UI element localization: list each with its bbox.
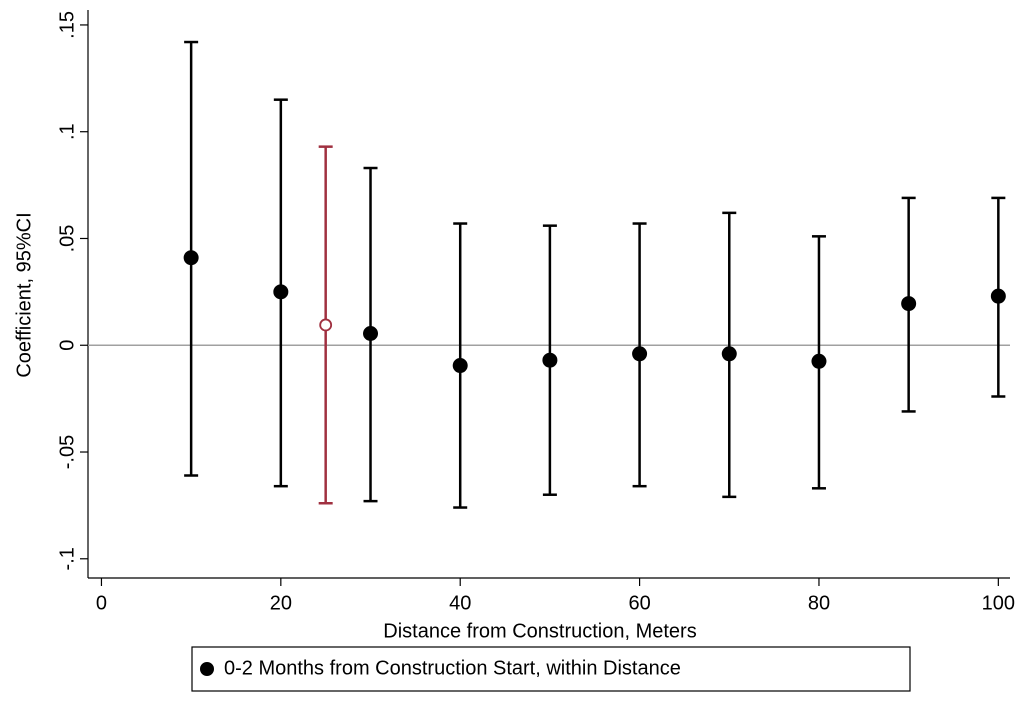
x-tick-label: 80: [808, 592, 830, 614]
y-axis-title: Coefficient, 95%CI: [13, 212, 35, 377]
point: [273, 284, 289, 300]
y-tick-label: -.1: [56, 547, 78, 570]
y-tick-label: .05: [56, 225, 78, 253]
x-tick-label: 40: [449, 592, 471, 614]
point: [632, 346, 648, 362]
x-tick-label: 100: [982, 592, 1015, 614]
point: [452, 358, 468, 374]
x-tick-label: 20: [270, 592, 292, 614]
point: [363, 326, 379, 342]
y-tick-label: 0: [56, 340, 78, 351]
point: [542, 352, 558, 368]
x-tick-label: 0: [96, 592, 107, 614]
y-tick-label: -.05: [56, 435, 78, 469]
point: [721, 346, 737, 362]
point: [990, 288, 1006, 304]
point: [811, 353, 827, 369]
x-axis-title: Distance from Construction, Meters: [383, 620, 696, 642]
point: [183, 250, 199, 266]
x-tick-label: 60: [628, 592, 650, 614]
legend-marker: [200, 662, 214, 676]
point: [319, 318, 333, 332]
y-tick-label: .15: [56, 11, 78, 39]
point: [901, 296, 917, 312]
legend-label: 0-2 Months from Construction Start, with…: [224, 657, 681, 679]
y-tick-label: .1: [56, 123, 78, 140]
legend: [191, 646, 911, 692]
